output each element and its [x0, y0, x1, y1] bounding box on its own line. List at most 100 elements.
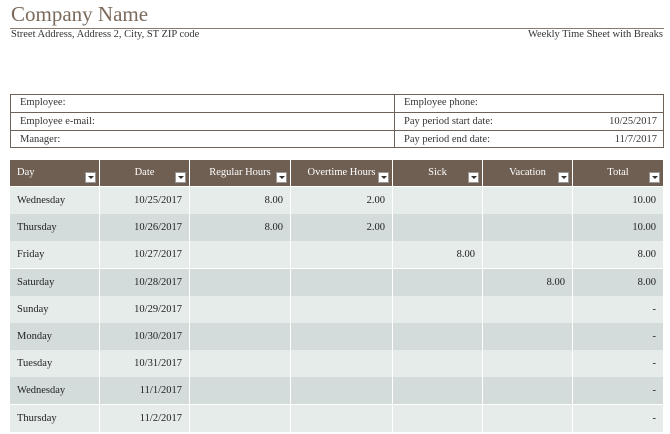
info-value: 10/25/2017 [609, 116, 657, 127]
cell: 2.00 [291, 187, 393, 215]
cell: 10/25/2017 [100, 187, 190, 215]
info-label: Pay period end date: [404, 134, 491, 145]
info-row: Pay period start date: 10/25/2017 [394, 112, 663, 130]
cell: - [573, 295, 664, 324]
cell: 10/26/2017 [100, 214, 190, 243]
filter-button[interactable] [378, 172, 389, 183]
cell [190, 241, 291, 270]
filter-button[interactable] [85, 172, 96, 183]
cell [393, 268, 483, 297]
filter-button[interactable] [468, 172, 479, 183]
info-row: Employee: [11, 94, 394, 112]
column-header: Regular Hours [190, 160, 291, 187]
cell [483, 323, 573, 351]
cell: - [573, 404, 664, 433]
cell [291, 377, 393, 406]
cell: Friday [10, 241, 100, 270]
address: Street Address, Address 2, City, ST ZIP … [11, 29, 200, 40]
cell: Thursday [10, 214, 100, 243]
cell [190, 350, 291, 379]
header-text: Overtime Hours [307, 167, 376, 178]
cell [393, 404, 483, 433]
cell [393, 295, 483, 324]
cell: 8.00 [483, 268, 573, 297]
cell: Monday [10, 323, 100, 351]
cell [291, 323, 393, 351]
cell: 8.00 [393, 241, 483, 270]
cell [483, 295, 573, 324]
cell [483, 187, 573, 215]
cell [190, 268, 291, 297]
cell [483, 404, 573, 433]
cell [393, 187, 483, 215]
column-header: Total [573, 160, 664, 187]
header-text: Date [134, 167, 155, 178]
cell: Thursday [10, 404, 100, 433]
cell: Sunday [10, 295, 100, 324]
cell: 10/28/2017 [100, 268, 190, 297]
cell: Saturday [10, 268, 100, 297]
cell [291, 268, 393, 297]
filter-button[interactable] [558, 172, 569, 183]
cell [393, 214, 483, 243]
cell [393, 377, 483, 406]
filter-button[interactable] [276, 172, 287, 183]
cell: 10.00 [573, 214, 664, 243]
column-header: Vacation [483, 160, 573, 187]
company-name: Company Name [11, 2, 149, 26]
cell [393, 323, 483, 351]
cell [483, 241, 573, 270]
filter-button[interactable] [649, 172, 660, 183]
info-label: Employee phone: [404, 97, 478, 108]
cell: Tuesday [10, 350, 100, 379]
cell: 11/1/2017 [100, 377, 190, 406]
cell [291, 295, 393, 324]
cell: Wednesday [10, 187, 100, 215]
header-text: Total [607, 167, 629, 178]
cell: 10.00 [573, 187, 664, 215]
cell: 8.00 [573, 268, 664, 297]
cell: 8.00 [573, 241, 664, 270]
cell: 11/2/2017 [100, 404, 190, 433]
cell [291, 350, 393, 379]
cell: 10/29/2017 [100, 295, 190, 324]
cell: 8.00 [190, 187, 291, 215]
column-header: Day [10, 160, 100, 187]
cell: - [573, 350, 664, 379]
cell: 10/27/2017 [100, 241, 190, 270]
cell: 10/30/2017 [100, 323, 190, 351]
info-box: Employee: Employee e-mail: Manager: Employe… [10, 94, 664, 148]
info-row: Employee phone: [394, 94, 663, 112]
info-row: Employee e-mail: [11, 112, 394, 130]
info-value: 11/7/2017 [614, 134, 657, 145]
cell [483, 377, 573, 406]
column-header: Overtime Hours [291, 160, 393, 187]
column-header: Date [100, 160, 190, 187]
cell [190, 377, 291, 406]
cell: - [573, 323, 664, 351]
header-text: Sick [428, 167, 447, 178]
header-text: Vacation [509, 167, 546, 178]
info-row: Manager: [11, 130, 394, 148]
cell [393, 350, 483, 379]
info-row: Pay period end date: 11/7/2017 [394, 130, 663, 148]
info-label: Employee e-mail: [20, 116, 95, 127]
info-label: Pay period start date: [404, 116, 493, 127]
cell [190, 295, 291, 324]
info-label: Manager: [20, 134, 61, 145]
cell: Wednesday [10, 377, 100, 406]
cell [190, 323, 291, 351]
header-text: Day [17, 167, 35, 178]
cell: 2.00 [291, 214, 393, 243]
rule [10, 28, 664, 29]
header-text: Regular Hours [209, 167, 271, 178]
cell [291, 241, 393, 270]
column-header: Sick [393, 160, 483, 187]
cell: - [573, 377, 664, 406]
cell: 8.00 [190, 214, 291, 243]
filter-button[interactable] [175, 172, 186, 183]
cell: 10/31/2017 [100, 350, 190, 379]
cell [483, 350, 573, 379]
cell [483, 214, 573, 243]
